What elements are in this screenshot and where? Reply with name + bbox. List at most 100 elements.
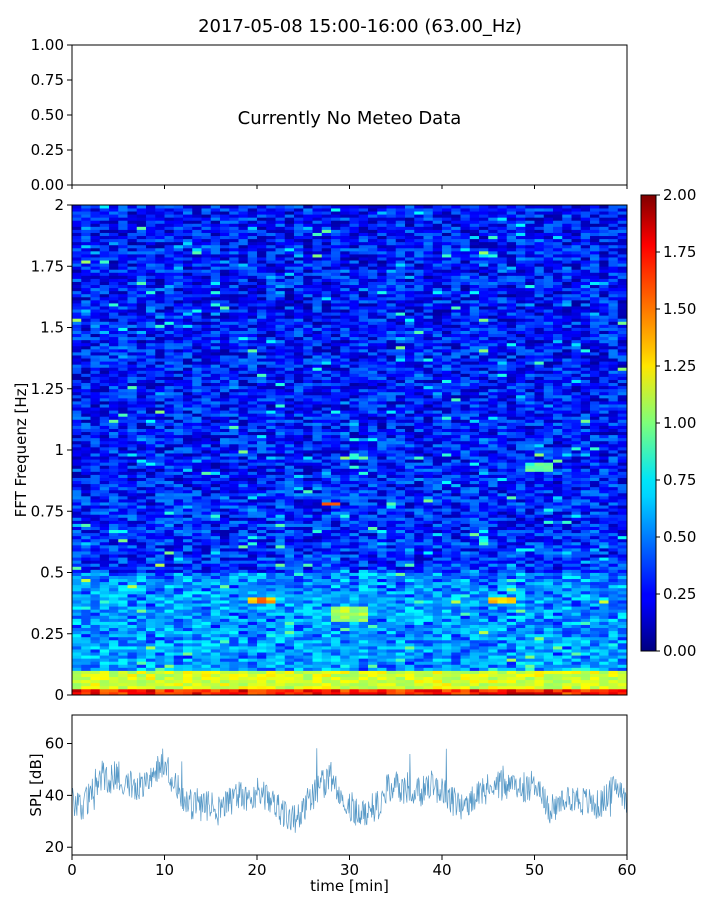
heatmap-cell [331,563,341,567]
heatmap-cell [479,679,489,684]
heatmap-cell [155,593,165,598]
heatmap-cell [516,450,526,454]
heatmap-cell [590,600,600,604]
heatmap-cell [275,459,286,463]
heatmap-cell [414,477,424,482]
heatmap-cell [451,621,461,625]
heatmap-cell [118,682,128,687]
heatmap-cell [303,569,313,573]
heatmap-cell [617,584,628,589]
heatmap-cell [99,667,110,671]
heatmap-cell [497,584,508,589]
heatmap-cell [72,440,82,445]
heatmap-cell [358,560,369,564]
heatmap-cell [266,575,276,580]
heatmap-cell [562,557,572,561]
heatmap-cell [479,505,489,509]
heatmap-cell [173,679,184,684]
heatmap-cell [599,636,609,641]
heatmap-cell [72,529,82,534]
heatmap-cell [479,477,489,482]
heatmap-cell [99,538,110,543]
heatmap-cell [405,590,415,595]
heatmap-cell [617,502,628,506]
heatmap-cell [497,667,508,671]
heatmap-cell [349,548,360,552]
heatmap-cell [543,502,554,506]
heatmap-cell [460,587,471,592]
heatmap-cell [266,526,276,531]
heatmap-cell [488,584,498,589]
heatmap-cell [423,676,434,681]
heatmap-cell [136,587,147,592]
heatmap-cell [516,633,526,638]
heatmap-cell [90,465,101,469]
heatmap-cell [423,511,434,515]
heatmap-cell [146,691,156,696]
heatmap-cell [72,615,82,619]
heatmap-cell [506,548,517,552]
heatmap-cell [201,514,212,518]
heatmap-cell [183,443,193,448]
heatmap-cell [136,551,147,555]
heatmap-cell [414,670,424,674]
heatmap-cell [118,691,128,696]
heatmap-cell [432,673,443,678]
heatmap-cell [81,557,91,561]
heatmap-cell [599,670,609,674]
heatmap-cell [155,649,165,653]
heatmap-cell [72,661,82,665]
heatmap-cell [534,615,545,619]
heatmap-cell [460,633,471,638]
heatmap-cell [525,636,535,641]
heatmap-cell [617,682,628,687]
heatmap-cell [432,551,443,555]
heatmap-cell [173,606,184,610]
heatmap-cell [377,581,387,586]
heatmap-cell [432,520,443,524]
heatmap-cell [183,520,193,524]
heatmap-cell [506,453,517,457]
heatmap-cell [201,667,212,671]
heatmap-cell [118,600,128,604]
heatmap-cell [173,529,184,534]
heatmap-cell [543,646,554,650]
heatmap-cell [312,633,323,638]
heatmap-cell [229,443,239,448]
heatmap-cell [525,483,535,488]
heatmap-cell [90,590,101,595]
heatmap-cell [127,450,138,454]
heatmap-cell [99,529,110,534]
heatmap-cell [534,649,545,653]
heatmap-cell [266,670,276,674]
heatmap-cell [238,636,249,641]
heatmap-cell [377,590,387,595]
heatmap-cell [266,453,276,457]
heatmap-cell [617,453,628,457]
heatmap-cell [377,627,387,632]
heatmap-cell [405,517,415,521]
heatmap-cell [423,590,434,595]
heatmap-cell [72,520,82,524]
heatmap-cell [284,612,295,616]
heatmap-cell [506,502,517,506]
heatmap-cell [210,627,221,632]
heatmap-cell [553,443,563,448]
heatmap-cell [275,670,286,674]
heatmap-cell [377,465,387,469]
heatmap-cell [599,489,609,494]
heatmap-cell [183,691,193,696]
heatmap-cell [377,584,387,589]
heatmap-cell [534,627,545,632]
heatmap-cell [220,535,230,540]
heatmap-cell [173,443,184,448]
heatmap-cell [469,578,480,583]
heatmap-cell [321,667,332,671]
heatmap-cell [173,520,184,524]
heatmap-cell [155,667,165,671]
heatmap-cell [349,505,360,509]
heatmap-cell [294,679,304,684]
heatmap-cell [543,465,554,469]
heatmap-cell [543,578,554,583]
heatmap-cell [173,440,184,445]
